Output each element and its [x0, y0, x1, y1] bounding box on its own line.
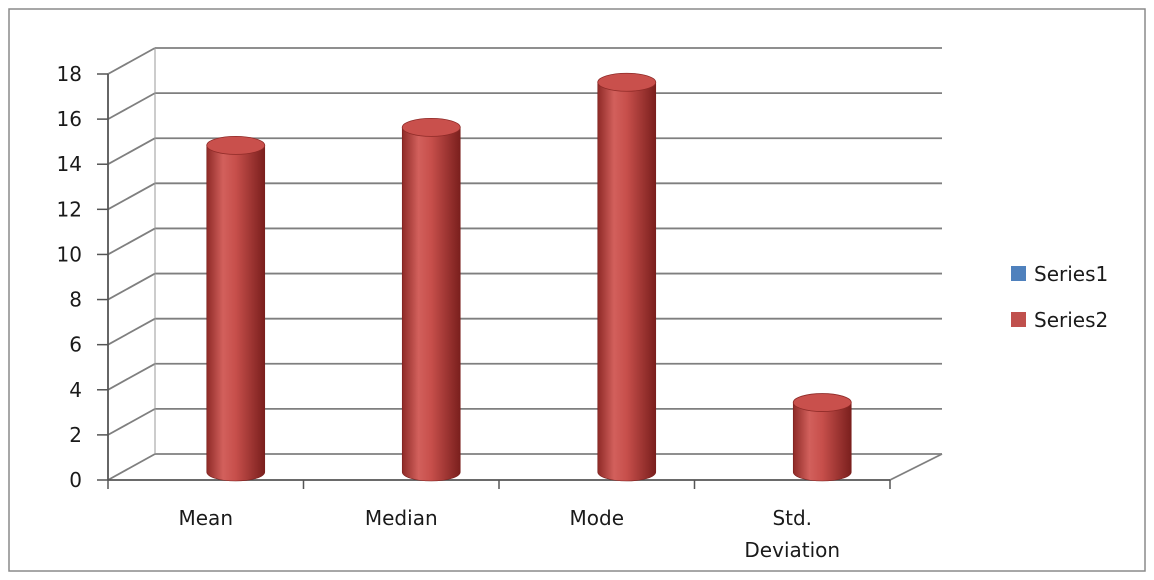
legend-swatch — [1011, 312, 1026, 327]
gridline-side — [107, 92, 156, 120]
gridline-side — [107, 47, 156, 75]
legend-swatch — [1011, 266, 1026, 281]
plot-area — [206, 72, 852, 482]
gridline-side — [107, 182, 156, 211]
bar-body — [597, 81, 657, 482]
bar — [206, 136, 266, 482]
axes: 0 2 4 6 8 10 12 14 16 18 — [57, 62, 891, 492]
bar-top — [206, 136, 266, 155]
bar — [597, 72, 657, 482]
bar-body — [401, 127, 461, 482]
x-tick-label: Median — [365, 506, 438, 530]
chart-border — [8, 8, 1146, 572]
legend-label: Series1 — [1034, 262, 1108, 286]
bar — [401, 117, 461, 482]
x-tick-label: Mode — [570, 506, 625, 530]
gridline-side — [107, 453, 156, 481]
gridline-side — [107, 408, 156, 436]
bar-top — [597, 72, 657, 92]
y-tick-label: 18 — [57, 62, 82, 86]
gridline-side — [107, 227, 156, 256]
bar-body — [206, 145, 266, 482]
y-tick-label: 8 — [69, 288, 82, 312]
gridline-side — [107, 317, 156, 346]
bar-top — [792, 393, 852, 412]
y-tick-label: 16 — [57, 107, 82, 131]
floor-edge — [889, 453, 943, 481]
gridlines — [107, 47, 943, 481]
x-tick-label: Mean — [179, 506, 234, 530]
x-tick-label: Std. Deviation — [744, 506, 840, 562]
y-tick-label: 2 — [69, 423, 82, 447]
y-tick-label: 10 — [57, 242, 82, 266]
bar — [792, 393, 852, 482]
y-tick-label: 14 — [57, 152, 82, 176]
bar-top — [401, 117, 461, 137]
gridline-side — [107, 272, 156, 301]
gridline-side — [107, 137, 156, 166]
legend: Series1 Series2 — [1011, 262, 1108, 332]
gridline-side — [107, 362, 156, 391]
y-tick-label: 0 — [69, 468, 82, 492]
legend-label: Series2 — [1034, 308, 1108, 332]
y-tick-label: 4 — [69, 378, 82, 402]
x-axis-labels: Mean Median Mode Std. Deviation — [179, 506, 841, 562]
y-tick-label: 6 — [69, 333, 82, 357]
bar-body — [792, 402, 852, 482]
y-tick-label: 12 — [57, 197, 82, 221]
